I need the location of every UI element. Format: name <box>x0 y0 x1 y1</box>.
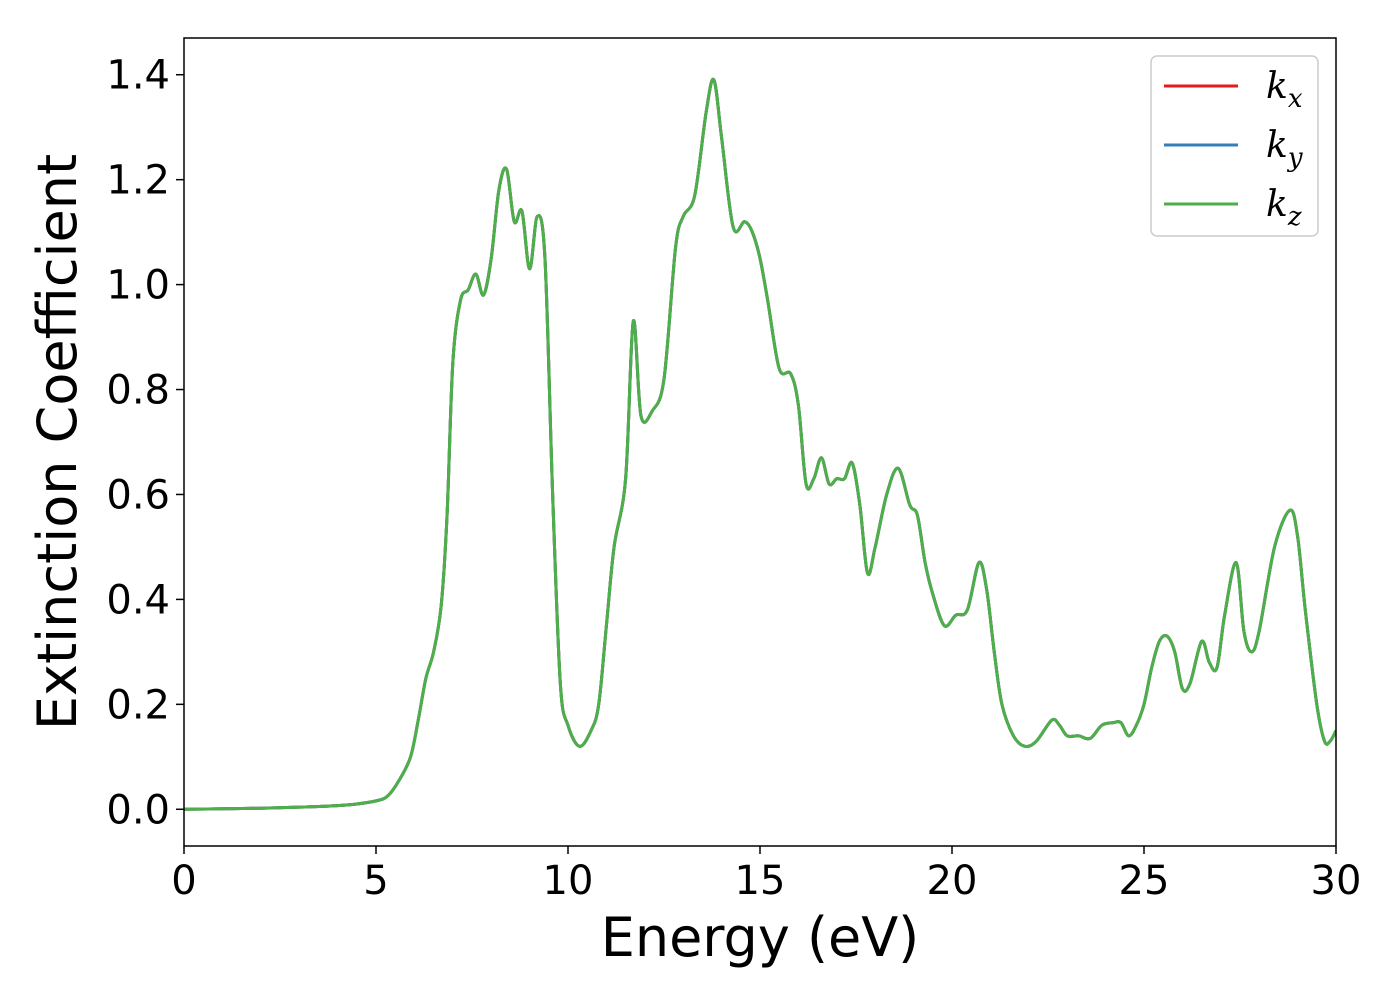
x-axis: 0 5 10 15 20 25 30 <box>171 846 1361 904</box>
legend-label-k-x: kx <box>1266 66 1303 114</box>
x-tick-label: 10 <box>543 858 594 904</box>
y-axis: 0.0 0.2 0.4 0.6 0.8 1.0 1.2 1.4 <box>106 53 184 833</box>
y-tick-label: 1.4 <box>106 53 170 99</box>
y-tick-label: 0.0 <box>106 787 170 833</box>
y-tick-label: 1.0 <box>106 263 170 309</box>
x-tick-label: 5 <box>363 858 388 904</box>
x-tick-label: 15 <box>735 858 786 904</box>
series-layer <box>184 77 1336 811</box>
y-tick-label: 0.2 <box>106 682 170 728</box>
y-tick-label: 0.6 <box>106 472 170 518</box>
x-tick-label: 0 <box>171 858 196 904</box>
y-axis-label: Extinction Coefficient <box>26 154 89 730</box>
x-tick-label: 20 <box>927 858 978 904</box>
legend-label-k-z: kz <box>1266 184 1302 232</box>
y-tick-label: 0.4 <box>106 577 170 623</box>
x-tick-label: 30 <box>1311 858 1362 904</box>
x-axis-label: Energy (eV) <box>601 906 920 969</box>
y-tick-label: 0.8 <box>106 368 170 414</box>
y-tick-label: 1.2 <box>106 158 170 204</box>
series-line-k-z <box>184 77 1336 811</box>
legend: kx ky kz <box>1150 55 1319 237</box>
legend-label-k-y: ky <box>1266 125 1303 173</box>
x-tick-label: 25 <box>1119 858 1170 904</box>
